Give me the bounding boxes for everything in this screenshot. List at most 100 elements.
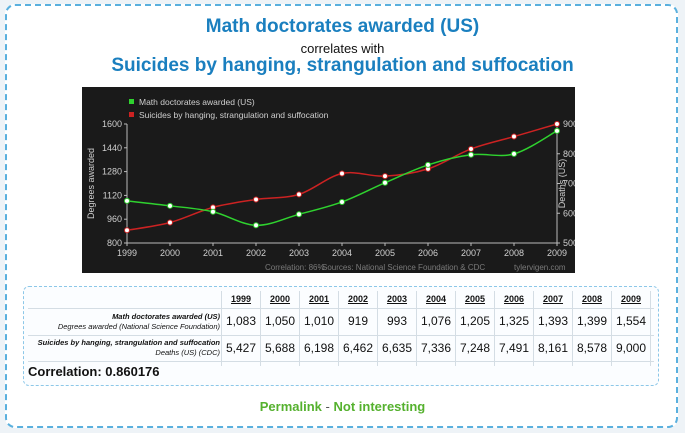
- table-column-divider: [221, 291, 222, 366]
- table-cell-suicides: 8,161: [537, 341, 569, 355]
- y-left-tick-label: 1120: [103, 190, 122, 200]
- series-suicides-point: [253, 196, 259, 203]
- table-cell-doctorates: 1,393: [537, 314, 569, 328]
- y-right-tick-label: 7000: [563, 179, 575, 189]
- table-column-divider: [455, 291, 456, 366]
- table-cell-doctorates: 1,205: [459, 314, 491, 328]
- title-series-1: Math doctorates awarded (US): [205, 16, 480, 37]
- table-cell-doctorates: 1,076: [420, 314, 452, 328]
- series-suicides-point: [382, 173, 388, 180]
- table-cell-suicides: 6,462: [342, 341, 374, 355]
- table-cell-suicides: 8,578: [576, 341, 608, 355]
- table-year-header: 2006: [503, 294, 525, 304]
- title-connector: correlates with: [300, 41, 385, 56]
- y-left-axis-label: Degrees awarded: [86, 148, 96, 219]
- chart: 800 960 1120 1280 1440 1600 5000 6000 7000 8000 90…: [82, 87, 575, 273]
- series-doctorates-point: [339, 198, 345, 205]
- series-doctorates-point: [296, 211, 302, 218]
- table-column-divider: [494, 291, 495, 366]
- y-left-tick-label: 1600: [102, 119, 122, 129]
- series-doctorates-point: [382, 179, 388, 186]
- table-divider: [28, 361, 654, 362]
- table-column-divider: [572, 291, 573, 366]
- row2-title: Suicides by hanging, strangulation and s…: [37, 338, 220, 347]
- chart-footer-sources: Sources: National Science Foundation & C…: [322, 263, 485, 272]
- series-suicides-point: [167, 219, 173, 226]
- series-doctorates-point: [167, 202, 173, 209]
- chart-footer-correlation: Correlation: 86%: [265, 263, 325, 272]
- y-left-tick-label: 960: [107, 214, 122, 224]
- y-left-tick-label: 1280: [102, 167, 122, 177]
- table-year-header: 2008: [581, 294, 603, 304]
- series-suicides-point: [468, 145, 474, 152]
- y-right-tick-label: 6000: [563, 208, 575, 218]
- title-series-2: Suicides by hanging, strangulation and s…: [111, 55, 574, 76]
- series-doctorates-point: [253, 222, 259, 229]
- table-year-header: 2001: [308, 294, 330, 304]
- series-suicides-point: [554, 121, 560, 127]
- x-tick-label: 2004: [332, 248, 352, 258]
- table-year-header: 2005: [464, 294, 486, 304]
- table-cell-suicides: 7,248: [459, 341, 491, 355]
- table-column-divider: [377, 291, 378, 366]
- table-cell-doctorates: 993: [386, 314, 408, 328]
- table-column-divider: [533, 291, 534, 366]
- x-tick-label: 2005: [375, 248, 395, 258]
- table-divider: [28, 308, 654, 309]
- data-table: Math doctorates awarded (US) Degrees awa…: [23, 286, 659, 386]
- legend-marker-suicides: [129, 112, 134, 117]
- x-tick-label: 2002: [246, 248, 266, 258]
- table-year-header: 2009: [620, 294, 642, 304]
- correlation-value: Correlation: 0.860176: [28, 364, 160, 379]
- row2-subtitle: Deaths (US) (CDC): [155, 348, 220, 357]
- table-column-divider: [650, 291, 651, 366]
- table-column-divider: [299, 291, 300, 366]
- table-column-divider: [416, 291, 417, 366]
- row2-label: Suicides by hanging, strangulation and s…: [28, 338, 220, 358]
- series-suicides-point: [511, 133, 517, 140]
- table-cell-suicides: 5,427: [225, 341, 257, 355]
- table-cell-suicides: 6,198: [303, 341, 335, 355]
- chart-footer-site: tylervigen.com: [514, 263, 566, 272]
- series-doctorates-point: [425, 161, 431, 168]
- y-right-tick-label: 8000: [563, 149, 575, 159]
- y-right-tick-label: 5000: [563, 238, 575, 248]
- series-doctorates-point: [511, 150, 517, 157]
- series-doctorates-point: [124, 197, 130, 204]
- table-year-header: 1999: [230, 294, 252, 304]
- chart-background: [82, 87, 575, 273]
- table-cell-suicides: 5,688: [264, 341, 296, 355]
- legend-label-suicides: Suicides by hanging, strangulation and s…: [139, 110, 329, 120]
- y-left-tick-label: 800: [107, 238, 122, 248]
- x-tick-label: 2008: [504, 248, 524, 258]
- legend-marker-doctorates: [129, 99, 134, 104]
- table-cell-suicides: 7,336: [420, 341, 452, 355]
- table-cell-doctorates: 1,399: [576, 314, 608, 328]
- not-interesting-link[interactable]: Not interesting: [333, 399, 426, 414]
- table-year-header: 2002: [347, 294, 369, 304]
- series-suicides-point: [339, 170, 345, 177]
- x-tick-label: 2001: [203, 248, 223, 258]
- y-right-tick-label: 9000: [563, 119, 575, 129]
- link-separator: -: [325, 399, 330, 414]
- table-cell-doctorates: 1,050: [264, 314, 296, 328]
- table-cell-doctorates: 1,554: [615, 314, 647, 328]
- series-suicides-point: [296, 191, 302, 198]
- x-tick-label: 2003: [289, 248, 309, 258]
- table-year-header: 2003: [386, 294, 408, 304]
- permalink-link[interactable]: Permalink: [259, 399, 322, 414]
- row1-label: Math doctorates awarded (US) Degrees awa…: [28, 312, 220, 332]
- table-cell-suicides: 7,491: [498, 341, 530, 355]
- x-tick-label: 2006: [418, 248, 438, 258]
- table-year-header: 2007: [542, 294, 564, 304]
- series-suicides-point: [124, 227, 130, 234]
- y-left-tick-label: 1440: [102, 143, 122, 153]
- table-column-divider: [611, 291, 612, 366]
- table-cell-doctorates: 1,010: [303, 314, 335, 328]
- table-year-header: 2000: [269, 294, 291, 304]
- x-tick-label: 2000: [160, 248, 180, 258]
- table-cell-doctorates: 1,325: [498, 314, 530, 328]
- table-cell-doctorates: 1,083: [225, 314, 257, 328]
- row1-subtitle: Degrees awarded (National Science Founda…: [57, 322, 220, 331]
- footer-links: Permalink - Not interesting: [0, 399, 685, 414]
